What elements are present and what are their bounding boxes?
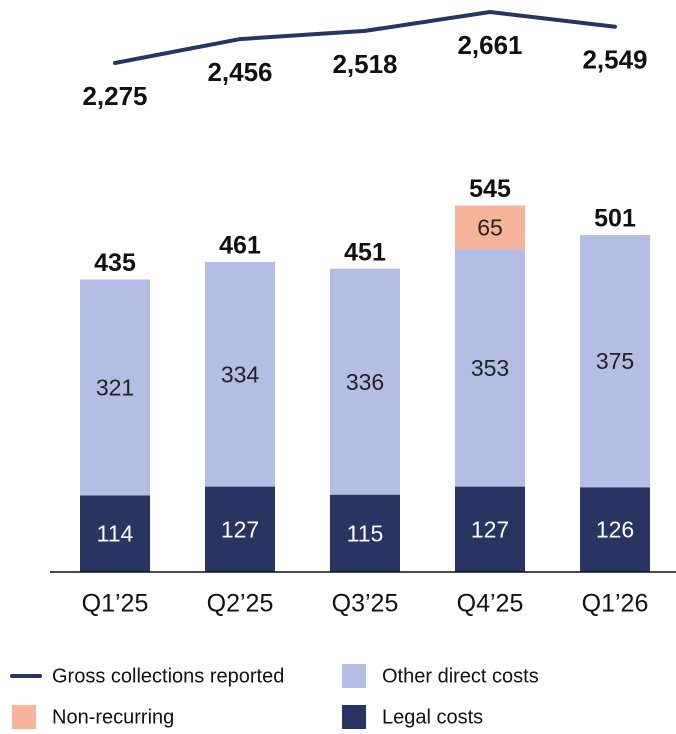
segment-label: 334 (221, 361, 260, 387)
segment-label: 375 (596, 348, 634, 374)
line-series (113, 10, 617, 65)
total-label: 461 (219, 232, 261, 260)
bar-segment (205, 486, 275, 572)
legend-swatch (342, 664, 366, 688)
total-label: 501 (594, 205, 636, 233)
bar-segment (80, 495, 150, 572)
bar-segment (455, 249, 525, 487)
legend-label: Legal costs (382, 706, 483, 728)
total-label: 451 (344, 238, 386, 266)
line-label: 2,456 (207, 57, 272, 87)
legend-label: Non-recurring (52, 706, 174, 728)
bar-segment (580, 235, 650, 488)
line-label: 2,549 (582, 45, 647, 75)
segment-label: 353 (471, 355, 509, 381)
line-label: 2,275 (82, 81, 147, 111)
legend-label: Other direct costs (382, 665, 539, 687)
segment-label: 127 (471, 516, 509, 542)
bar-segment (455, 205, 525, 250)
x-tick-label: Q1’26 (582, 590, 649, 618)
bar-segment (330, 494, 400, 572)
bar-segment (80, 279, 150, 496)
x-tick-label: Q1’25 (82, 590, 149, 618)
x-tick-label: Q4’25 (457, 590, 524, 618)
legend-swatch (12, 705, 36, 729)
segment-label: 65 (477, 214, 503, 240)
x-tick-label: Q2’25 (207, 590, 274, 618)
bar-segment (455, 486, 525, 572)
total-label: 435 (94, 249, 136, 277)
total-label: 545 (469, 175, 511, 203)
segment-label: 114 (97, 521, 134, 547)
x-tick-label: Q3’25 (332, 590, 399, 618)
bar-segment (580, 487, 650, 572)
segment-label: 115 (347, 520, 384, 546)
segment-label: 321 (96, 374, 134, 400)
legend-label: Gross collections reported (52, 665, 284, 687)
segment-label: 336 (346, 369, 384, 395)
bar-segment (205, 261, 275, 487)
legend-swatch (342, 705, 366, 729)
segment-label: 127 (221, 516, 259, 542)
line-label: 2,661 (457, 30, 522, 60)
line-label: 2,518 (332, 49, 397, 79)
bar-segment (330, 268, 400, 495)
segment-label: 126 (596, 517, 634, 543)
